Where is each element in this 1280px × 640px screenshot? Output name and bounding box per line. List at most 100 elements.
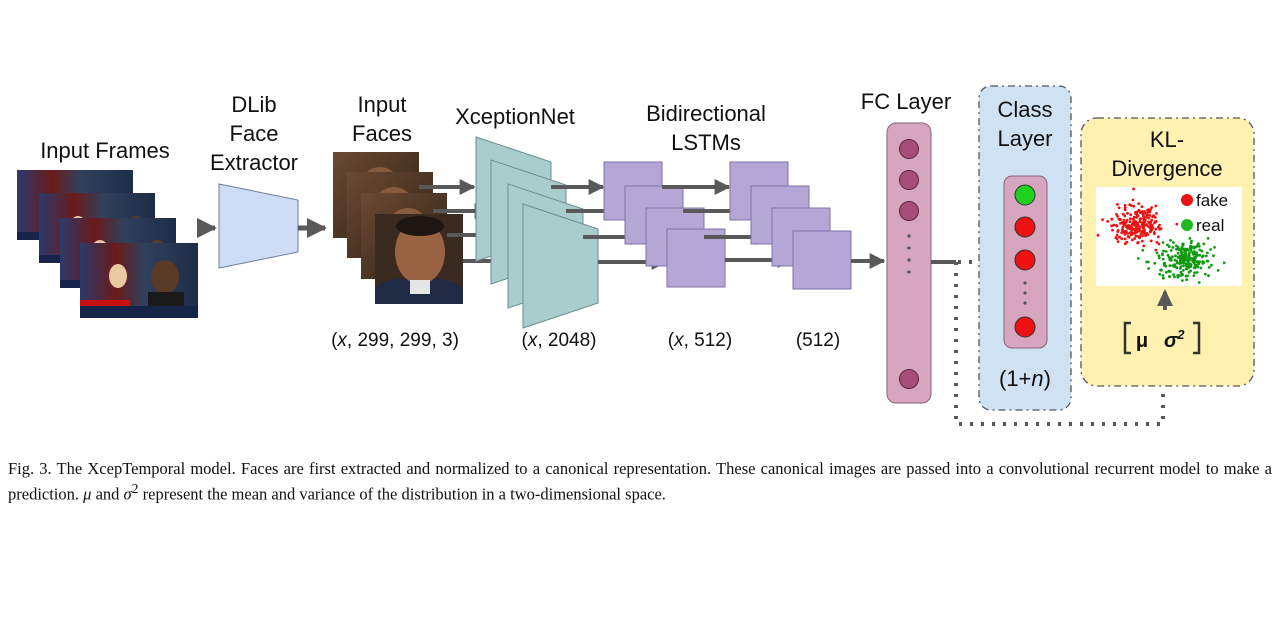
scatter-point bbox=[1137, 236, 1141, 239]
scatter-point bbox=[1138, 227, 1141, 231]
scatter-point bbox=[1162, 249, 1165, 253]
scatter-point bbox=[1178, 256, 1182, 260]
scatter-point bbox=[1165, 270, 1168, 274]
figure-caption: Fig. 3. The XcepTemporal model. Faces ar… bbox=[8, 459, 1272, 504]
scatter-point bbox=[1121, 229, 1124, 233]
scatter-point bbox=[1206, 259, 1210, 263]
scatter-point bbox=[1206, 237, 1210, 240]
scatter-point bbox=[1175, 222, 1179, 226]
scatter-point bbox=[1185, 278, 1189, 281]
scatter-point bbox=[1122, 218, 1126, 222]
scatter-point bbox=[1141, 239, 1144, 243]
scatter-point bbox=[1127, 235, 1131, 239]
scatter-point bbox=[1135, 234, 1139, 238]
scatter-point bbox=[1198, 248, 1202, 252]
scatter-point bbox=[1212, 254, 1215, 258]
scatter-point bbox=[1175, 266, 1179, 270]
scatter-point bbox=[1112, 223, 1116, 227]
scatter-point bbox=[1145, 214, 1149, 218]
scatter-point bbox=[1115, 224, 1118, 227]
scatter-point bbox=[1123, 233, 1127, 236]
scatter-point bbox=[1133, 237, 1137, 240]
scatter-point bbox=[1163, 263, 1166, 267]
face-crop bbox=[375, 214, 463, 304]
scatter-point bbox=[1199, 266, 1203, 270]
scatter-point bbox=[1169, 238, 1172, 242]
scatter-point bbox=[1153, 261, 1157, 265]
scatter-point bbox=[1194, 256, 1197, 260]
scatter-point bbox=[1181, 242, 1185, 246]
scatter-point bbox=[1096, 233, 1100, 237]
scatter-point bbox=[1128, 217, 1132, 221]
legend-fake-label: fake bbox=[1196, 191, 1228, 210]
scatter-point bbox=[1161, 274, 1165, 277]
scatter-point bbox=[1158, 272, 1162, 276]
scatter-point bbox=[1140, 205, 1144, 209]
scatter-point bbox=[1115, 233, 1119, 237]
lstm-column-1 bbox=[603, 161, 726, 288]
scatter-point bbox=[1176, 251, 1180, 255]
scatter-point bbox=[1172, 273, 1175, 276]
scatter-point bbox=[1133, 231, 1137, 235]
scatter-point bbox=[1141, 248, 1145, 252]
scatter-point bbox=[1198, 253, 1202, 257]
scatter-point bbox=[1111, 228, 1114, 232]
scatter-point bbox=[1143, 210, 1146, 213]
scatter-point bbox=[1164, 250, 1168, 253]
scatter-point bbox=[1116, 230, 1120, 234]
scatter-point bbox=[1202, 261, 1206, 264]
scatter-point bbox=[1142, 244, 1146, 248]
dlib-extractor-block bbox=[218, 183, 299, 269]
scatter-point bbox=[1157, 235, 1160, 239]
scatter-point bbox=[1139, 232, 1143, 236]
scatter-point bbox=[1127, 226, 1131, 230]
scatter-point bbox=[1136, 222, 1139, 225]
legend-real-label: real bbox=[1196, 216, 1224, 235]
scatter-point bbox=[1110, 224, 1113, 228]
scatter-point bbox=[1120, 237, 1124, 241]
scatter-point bbox=[1132, 187, 1135, 191]
scatter-point bbox=[1168, 258, 1172, 262]
scatter-point bbox=[1181, 279, 1184, 282]
scatter-point bbox=[1158, 223, 1161, 227]
scatter-point bbox=[1118, 235, 1121, 239]
scatter-point bbox=[1154, 204, 1158, 208]
scatter-point bbox=[1129, 204, 1133, 207]
class-layer-label-line2: Layer bbox=[997, 126, 1052, 151]
scatter-point bbox=[1188, 237, 1192, 240]
scatter-point bbox=[1129, 213, 1133, 217]
scatter-point bbox=[1116, 240, 1120, 244]
scatter-point bbox=[1184, 267, 1188, 271]
scatter-point bbox=[1180, 272, 1184, 276]
scatter-point bbox=[1196, 262, 1200, 266]
scatter-point bbox=[1182, 248, 1185, 251]
scatter-point bbox=[1206, 251, 1209, 255]
legend-real-marker bbox=[1181, 219, 1193, 231]
scatter-point bbox=[1117, 206, 1121, 210]
scatter-point bbox=[1115, 213, 1118, 216]
lstm-column-2 bbox=[729, 161, 852, 290]
scatter-point bbox=[1186, 259, 1190, 263]
fc-neuron bbox=[899, 139, 919, 159]
scatter-point bbox=[1172, 263, 1176, 267]
fc-ellipsis bbox=[907, 234, 911, 274]
scatter-point bbox=[1157, 256, 1161, 260]
scatter-point bbox=[1124, 242, 1127, 246]
scatter-point bbox=[1119, 222, 1122, 225]
scatter-point bbox=[1169, 249, 1173, 252]
scatter-point bbox=[1216, 269, 1220, 272]
scatter-point bbox=[1192, 246, 1196, 250]
scatter-point bbox=[1134, 212, 1138, 216]
scatter-point bbox=[1202, 242, 1206, 246]
scatter-point bbox=[1168, 264, 1172, 268]
scatter-point bbox=[1135, 224, 1139, 228]
scatter-point bbox=[1146, 208, 1149, 212]
scatter-point bbox=[1101, 218, 1104, 222]
scatter-point bbox=[1123, 214, 1127, 218]
scatter-point bbox=[1141, 234, 1144, 238]
scatter-point bbox=[1116, 203, 1119, 206]
class-dim-label: (1+n) bbox=[999, 366, 1051, 391]
scatter-point bbox=[1174, 254, 1177, 258]
scatter-point bbox=[1182, 253, 1185, 257]
input-faces-label-line1: Input bbox=[358, 92, 407, 117]
